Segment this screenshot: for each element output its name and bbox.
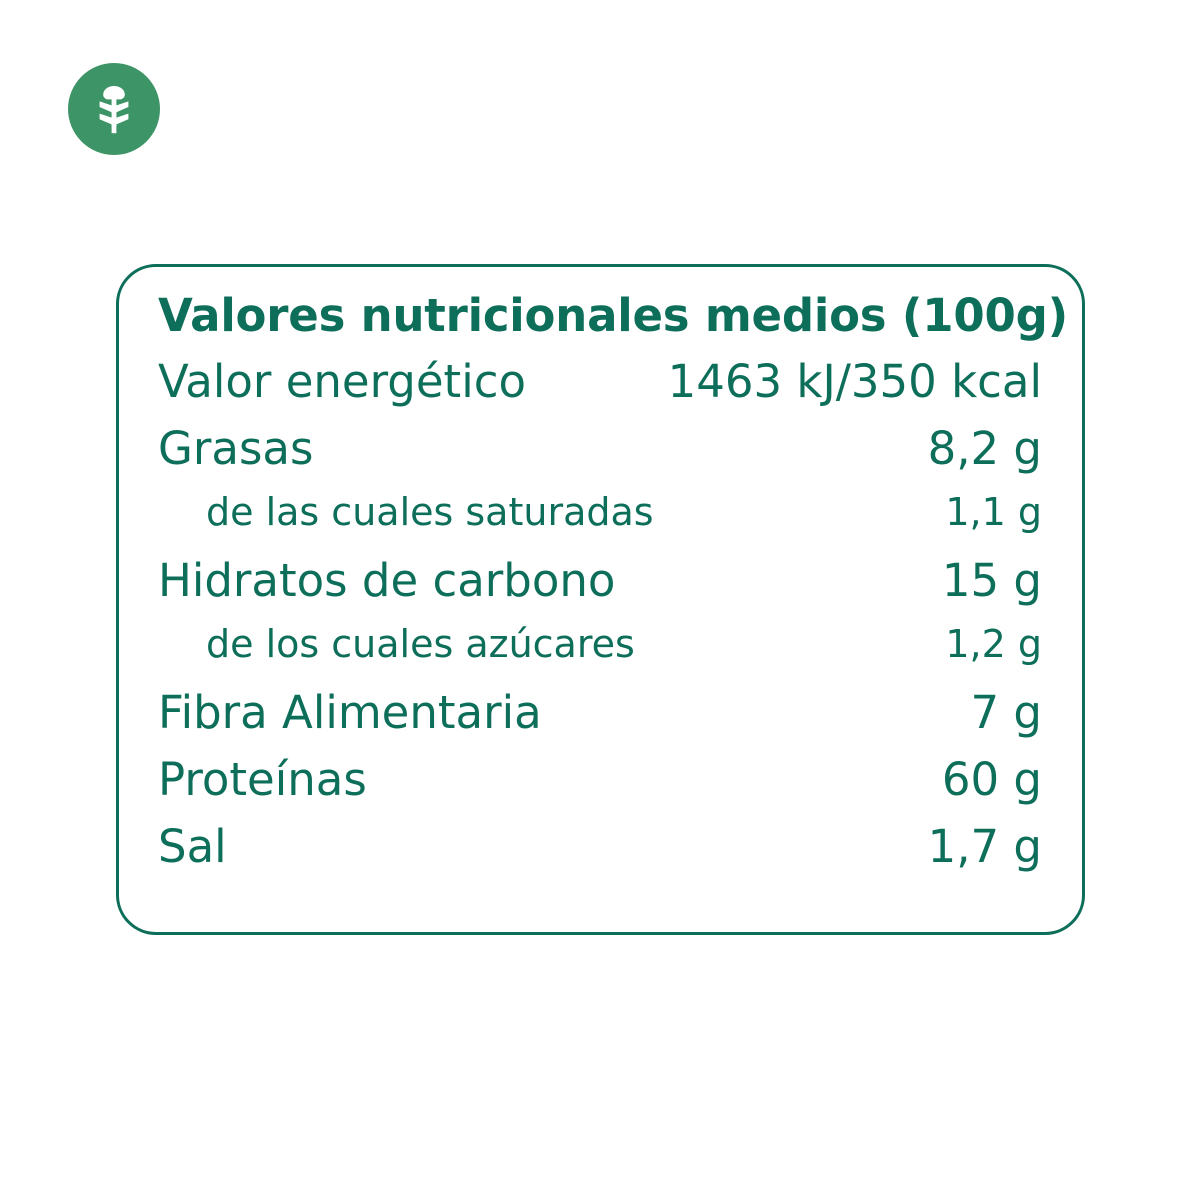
nutrient-label-sugars: de los cuales azúcares: [206, 622, 635, 666]
nutrient-value-protein: 60 g: [941, 753, 1042, 806]
nutrition-table: Valores nutricionales medios (100g) Valo…: [158, 293, 1068, 869]
nutrient-value-energy: 1463 kJ/350 kcal: [667, 355, 1042, 408]
nutrition-table-title: Valores nutricionales medios (100g): [158, 289, 1068, 342]
table-row: Grasas 8,2 g: [158, 426, 1042, 493]
brand-badge: [68, 63, 160, 155]
nutrition-facts-card: Valores nutricionales medios (100g) Valo…: [116, 264, 1085, 935]
table-row: de los cuales azúcares 1,2 g: [158, 625, 1042, 690]
nutrient-value-saturates: 1,1 g: [945, 490, 1042, 534]
nutrient-value-fat: 8,2 g: [927, 422, 1042, 475]
nutrient-label-carbohydrates: Hidratos de carbono: [158, 554, 616, 607]
nutrient-label-energy: Valor energético: [158, 355, 526, 408]
nutrient-value-fibre: 7 g: [970, 686, 1043, 739]
nutrient-value-carbohydrates: 15 g: [941, 554, 1042, 607]
nutrient-value-salt: 1,7 g: [927, 820, 1042, 873]
nutrient-label-saturates: de las cuales saturadas: [206, 490, 654, 534]
nutrition-table-header: Valores nutricionales medios (100g): [158, 293, 1068, 359]
table-row: Hidratos de carbono 15 g: [158, 558, 1042, 625]
nutrient-label-protein: Proteínas: [158, 753, 367, 806]
table-row: de las cuales saturadas 1,1 g: [158, 493, 1042, 558]
tree-icon: [91, 84, 137, 134]
nutrient-label-salt: Sal: [158, 820, 227, 873]
nutrient-label-fibre: Fibra Alimentaria: [158, 686, 542, 739]
table-row: Valor energético 1463 kJ/350 kcal: [158, 359, 1042, 426]
nutrient-label-fat: Grasas: [158, 422, 314, 475]
nutrient-value-sugars: 1,2 g: [945, 622, 1042, 666]
table-row: Fibra Alimentaria 7 g: [158, 690, 1042, 757]
table-row: Sal 1,7 g: [158, 824, 1042, 869]
table-row: Proteínas 60 g: [158, 757, 1042, 824]
